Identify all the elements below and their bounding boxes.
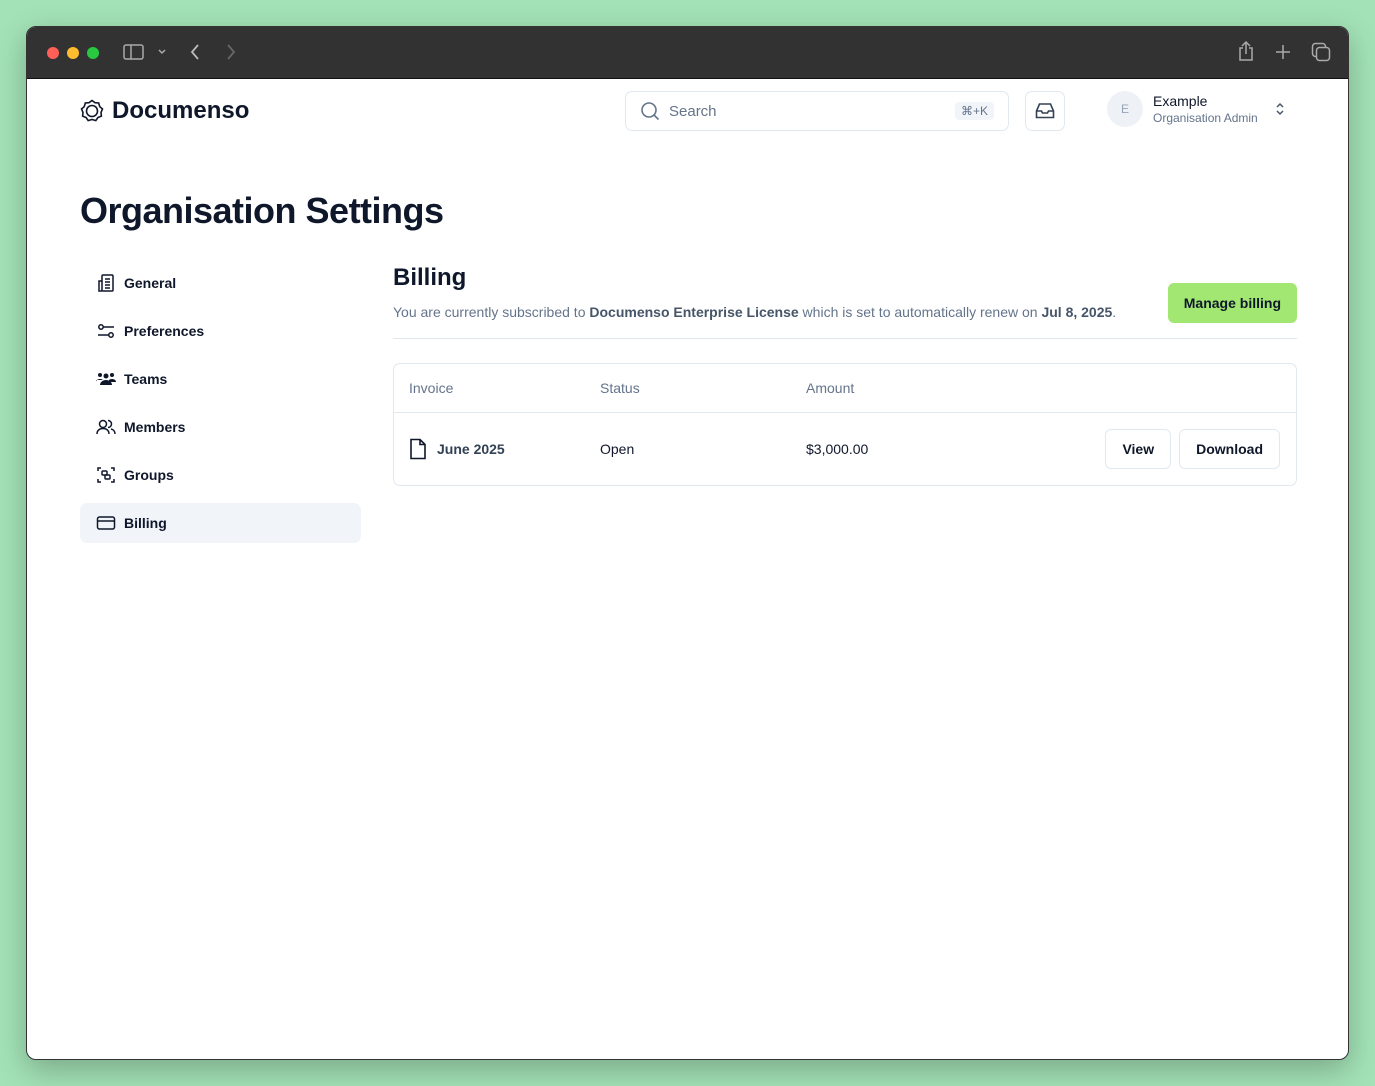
amount-cell: $3,000.00 <box>806 441 869 457</box>
settings-sidebar: General Preferences Teams Members Groups… <box>80 263 361 551</box>
settings-sliders-icon <box>98 324 114 338</box>
sidebar-item-groups[interactable]: Groups <box>80 455 361 495</box>
sidebar-item-label: Groups <box>124 467 174 483</box>
plan-name: Documenso Enterprise License <box>589 304 799 320</box>
users-filled-icon <box>96 373 116 385</box>
search-icon <box>641 102 660 121</box>
credit-card-icon <box>96 516 116 530</box>
sidebar-item-label: Teams <box>124 371 168 387</box>
search-placeholder: Search <box>669 102 717 120</box>
chevron-down-icon[interactable] <box>157 47 167 57</box>
invoice-cell: June 2025 <box>394 438 600 460</box>
page-title: Organisation Settings <box>80 190 444 231</box>
search-input[interactable]: Search ⌘+K <box>625 91 1009 131</box>
sidebar-item-teams[interactable]: Teams <box>80 359 361 399</box>
inbox-button[interactable] <box>1025 91 1065 131</box>
section-title: Billing <box>393 264 467 291</box>
download-invoice-button[interactable]: Download <box>1179 429 1280 469</box>
column-header-status: Status <box>600 380 640 396</box>
sidebar-item-members[interactable]: Members <box>80 407 361 447</box>
close-window-button[interactable] <box>47 47 59 59</box>
organisation-switcher[interactable]: E Example Organisation Admin <box>1107 91 1286 127</box>
sidebar-item-label: General <box>124 275 177 291</box>
brand-logo[interactable]: Documenso <box>80 97 249 125</box>
billing-section: Billing You are currently subscribed to … <box>393 263 1297 486</box>
sidebar-item-billing[interactable]: Billing <box>80 503 361 543</box>
sidebar-item-label: Billing <box>124 515 167 531</box>
share-icon[interactable] <box>1237 40 1255 62</box>
user-name: Example <box>1153 93 1208 109</box>
back-icon[interactable] <box>189 43 201 61</box>
forward-icon[interactable] <box>225 43 237 61</box>
subscription-description: You are currently subscribed to Documens… <box>393 304 1297 320</box>
desc-text: which is set to automatically renew on <box>798 304 1042 320</box>
zoom-window-button[interactable] <box>87 47 99 59</box>
search-shortcut: ⌘+K <box>954 102 994 120</box>
desc-text: You are currently subscribed to <box>393 304 590 320</box>
table-row: June 2025 Open $3,000.00 View Download <box>394 413 1296 485</box>
divider <box>393 338 1297 339</box>
sidebar-item-general[interactable]: General <box>80 263 361 303</box>
brand-name: Documenso <box>112 97 250 124</box>
sidebar-item-preferences[interactable]: Preferences <box>80 311 361 351</box>
column-header-invoice: Invoice <box>409 380 454 396</box>
group-icon <box>97 467 115 483</box>
browser-window: Documenso Search ⌘+K E Example Organisati… <box>26 26 1349 1060</box>
sidebar-item-label: Members <box>124 419 186 435</box>
manage-billing-button[interactable]: Manage billing <box>1167 283 1297 323</box>
documenso-logo-icon <box>80 99 104 122</box>
minimize-window-button[interactable] <box>67 47 79 59</box>
status-cell: Open <box>600 441 635 457</box>
tabs-overview-icon[interactable] <box>1311 42 1331 62</box>
sidebar-icon[interactable] <box>123 43 145 61</box>
file-icon <box>410 438 426 460</box>
row-actions: View Download <box>1105 429 1280 469</box>
sidebar-item-label: Preferences <box>124 323 205 339</box>
table-header: Invoice Status Amount <box>394 364 1296 413</box>
user-role: Organisation Admin <box>1153 111 1258 125</box>
invoice-table: Invoice Status Amount June 2025 Open $3,… <box>393 363 1297 486</box>
inbox-icon <box>1035 103 1055 119</box>
new-tab-icon[interactable] <box>1274 43 1292 61</box>
column-header-amount: Amount <box>806 380 855 396</box>
view-invoice-button[interactable]: View <box>1105 429 1172 469</box>
renew-date: Jul 8, 2025 <box>1041 304 1113 320</box>
desc-text: . <box>1112 304 1117 320</box>
invoice-name: June 2025 <box>437 441 505 457</box>
building-icon <box>98 274 114 292</box>
chevron-up-down-icon <box>1276 102 1284 116</box>
avatar: E <box>1107 91 1143 127</box>
browser-toolbar <box>27 27 1348 79</box>
users-icon <box>96 419 116 435</box>
